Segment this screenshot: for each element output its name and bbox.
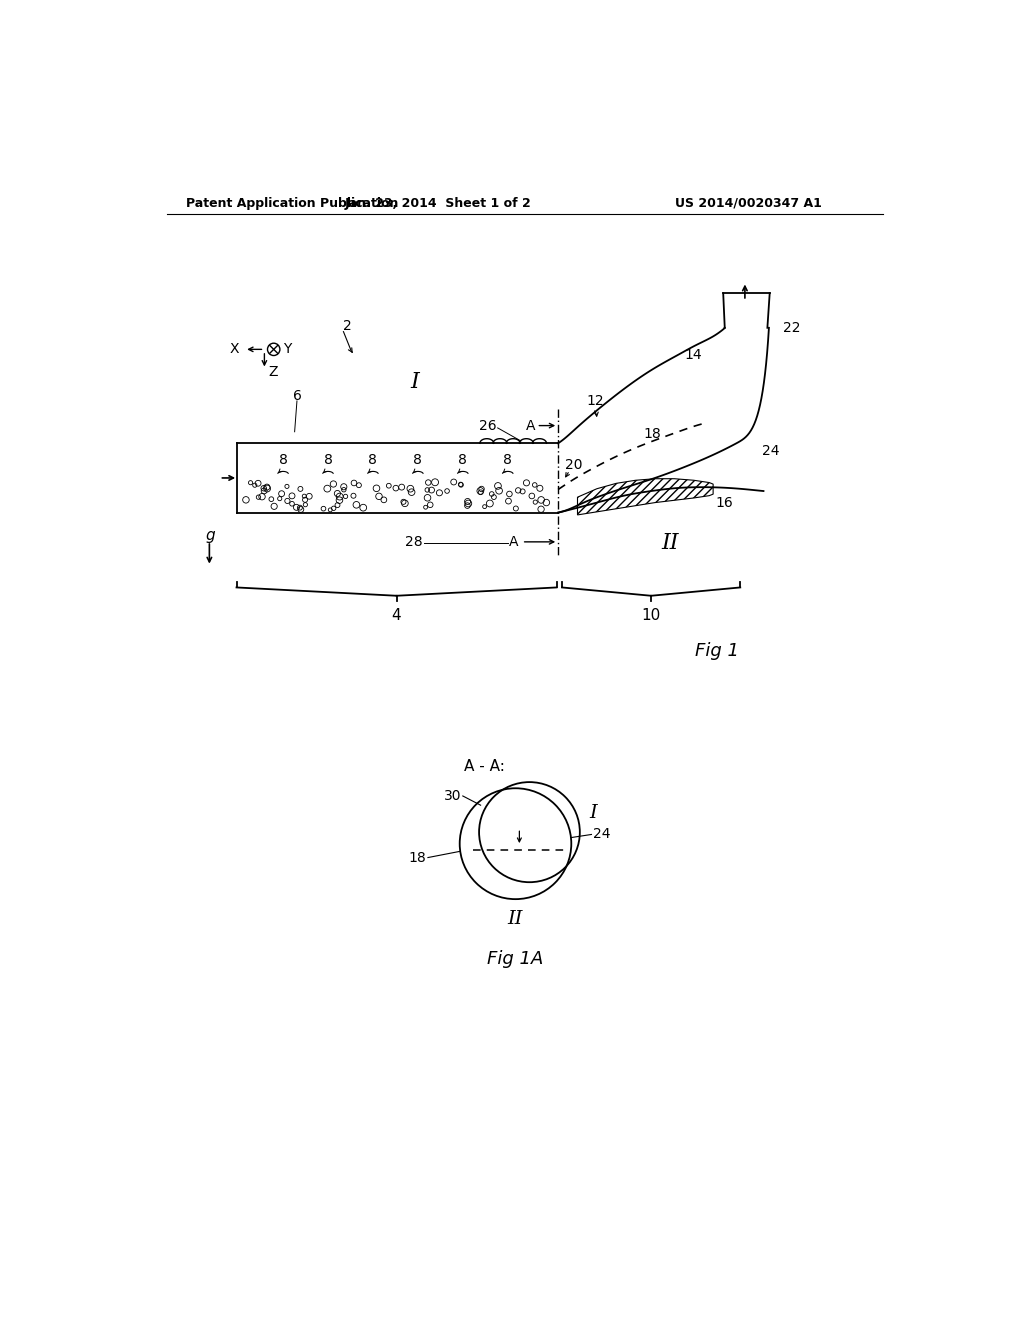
Text: 24: 24 [593,828,610,841]
Text: Fig 1A: Fig 1A [487,950,544,968]
Polygon shape [578,479,713,515]
Text: 8: 8 [504,453,512,467]
Text: A: A [525,418,536,433]
Text: II: II [662,532,679,554]
Text: 22: 22 [783,321,801,335]
Text: 4: 4 [392,607,401,623]
Text: 24: 24 [762,444,779,458]
Text: 10: 10 [641,607,660,623]
Text: 26: 26 [478,418,496,433]
Text: 20: 20 [565,458,583,471]
Text: 16: 16 [716,496,733,511]
Text: g: g [206,528,215,544]
Text: I: I [589,804,597,822]
Text: II: II [508,911,523,928]
Text: X: X [229,342,239,356]
Text: 2: 2 [343,319,352,333]
Text: 14: 14 [684,347,702,362]
Text: 8: 8 [459,453,467,467]
Text: 18: 18 [643,428,662,441]
Text: Patent Application Publication: Patent Application Publication [186,197,398,210]
Text: 8: 8 [324,453,333,467]
Text: 8: 8 [414,453,422,467]
Text: Fig 1: Fig 1 [695,643,739,660]
Text: A: A [509,535,519,549]
Text: Jan. 23, 2014  Sheet 1 of 2: Jan. 23, 2014 Sheet 1 of 2 [345,197,531,210]
Text: 8: 8 [279,453,288,467]
Text: Z: Z [268,366,278,379]
Text: US 2014/0020347 A1: US 2014/0020347 A1 [675,197,821,210]
Text: Y: Y [283,342,292,356]
Text: 6: 6 [293,388,301,403]
Text: 30: 30 [443,789,461,803]
Text: 12: 12 [587,393,604,408]
Text: 8: 8 [369,453,377,467]
Text: I: I [411,371,419,393]
Text: A - A:: A - A: [464,759,505,775]
Text: 18: 18 [409,850,426,865]
Text: 28: 28 [404,535,423,549]
